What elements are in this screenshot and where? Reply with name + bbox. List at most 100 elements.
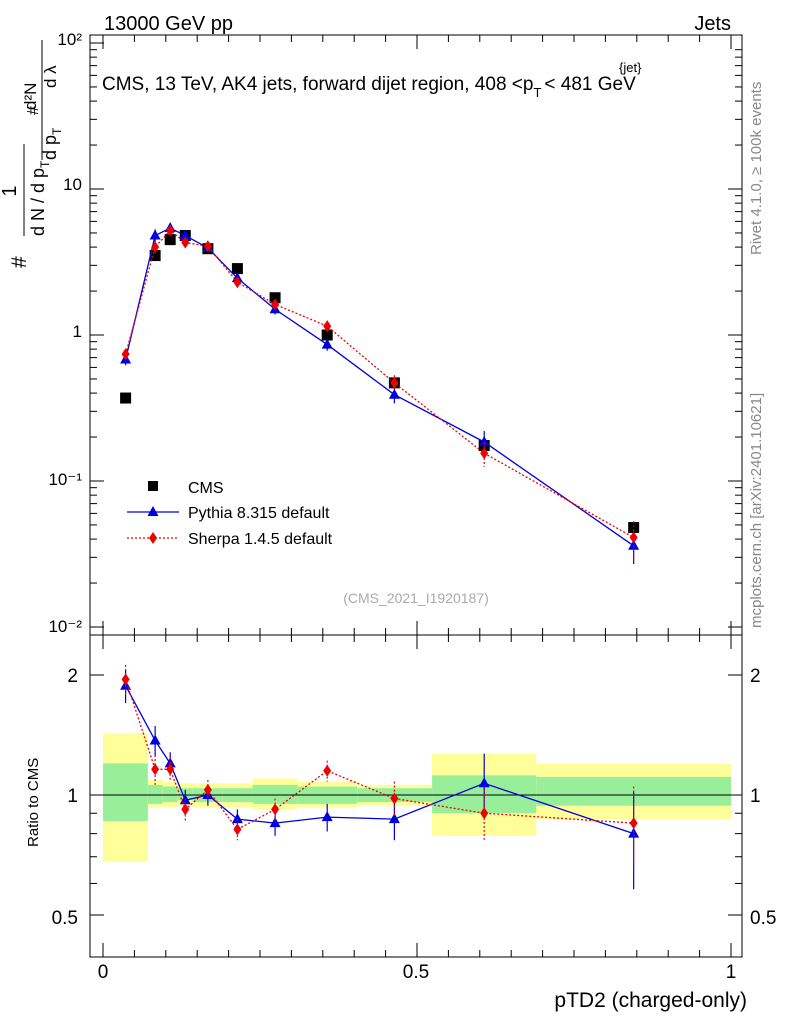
sherpa-ratio-line	[124, 679, 634, 831]
ylabel-dlambda: d λ	[41, 65, 60, 88]
ratio-tick-label-0-5-right: 0.5	[750, 908, 776, 929]
ratio-band-inner	[103, 763, 148, 822]
cms-point	[120, 392, 132, 404]
main-tick-label-1e-2: 10⁻²	[48, 617, 82, 636]
sherpa-point	[271, 298, 280, 311]
ratio-band-inner	[162, 786, 178, 803]
ratio-tick-label-2-right: 2	[750, 666, 761, 687]
pythia-ratio-point	[231, 813, 243, 824]
sherpa-ratio-point	[203, 783, 212, 796]
sherpa-ratio-point	[166, 763, 175, 776]
ylabel-hash2: #	[25, 106, 42, 115]
sherpa-ratio-point	[271, 803, 280, 816]
sherpa-ratio-point	[151, 763, 160, 776]
pythia-ratio-point	[269, 817, 281, 828]
cms-point	[269, 292, 281, 304]
ratio-y-axis-label: Ratio to CMS	[25, 758, 42, 847]
ylabel-d2n: d²N	[21, 83, 40, 110]
x-tick-label-0: 0	[98, 962, 109, 983]
ylabel-denom-dn: d N / d p	[28, 168, 48, 236]
sherpa-point	[390, 376, 399, 389]
title-suffix: < 481 GeV	[544, 74, 636, 95]
pythia-point	[321, 338, 333, 349]
pythia-point	[179, 229, 191, 240]
main-y-axis-label: # 1 d N / d pT # d pT d²N d λ	[0, 40, 64, 268]
legend-marker-cms	[148, 481, 158, 491]
title-p: p	[523, 74, 534, 95]
title-prefix: CMS, 13 TeV, AK4 jets, forward dijet reg…	[102, 74, 523, 95]
sherpa-ratio-point	[323, 764, 332, 777]
cms-point	[149, 250, 161, 262]
pythia-point	[478, 435, 490, 446]
ratio-tick-labels: 0.5 1 2 0.5 1 2	[52, 666, 777, 929]
svg-text:d N / d pT: d N / d pT	[28, 160, 52, 236]
ratio-data-layer	[120, 664, 640, 890]
pythia-ratio-point	[388, 813, 400, 824]
legend-label-sherpa: Sherpa 1.4.5 default	[188, 531, 333, 548]
ylabel-denom-t: T	[38, 160, 52, 168]
ylabel-dp-t: T	[50, 127, 64, 135]
sherpa-line	[124, 229, 634, 539]
main-tick-label-1: 1	[73, 322, 82, 341]
sherpa-point	[233, 276, 242, 289]
main-panel: 10⁻² 10⁻¹ 1 10 10² CMS, 13 TeV, AK4 jets…	[0, 30, 743, 636]
sherpa-point	[151, 241, 160, 254]
ylabel-dp: d p	[40, 135, 60, 160]
main-tick-label-100: 10²	[57, 30, 82, 49]
ratio-panel: 0.5 1 2 0.5 1 2 Ratio to CMS 0 0.5 1 pTD…	[25, 634, 777, 1012]
header-energy: 13000 GeV pp	[104, 13, 233, 35]
svg-text:CMS, 13 TeV, AK4 jets, forward: CMS, 13 TeV, AK4 jets, forward dijet reg…	[102, 74, 636, 100]
ylabel-one: 1	[0, 185, 21, 196]
ratio-tick-label-1-left: 1	[67, 786, 78, 807]
main-tick-label-10: 10	[63, 175, 82, 194]
sherpa-ratio-point	[629, 817, 638, 830]
rivet-version-label: Rivet 4.1.0, ≥ 100k events	[748, 82, 765, 255]
sherpa-ratio-point	[480, 807, 489, 820]
x-tick-label-0-5: 0.5	[403, 962, 429, 983]
ratio-panel-frame	[89, 634, 743, 958]
pythia-point	[149, 229, 161, 240]
legend-marker-sherpa	[149, 532, 157, 544]
ratio-band-inner	[147, 784, 163, 804]
header-category: Jets	[694, 13, 731, 35]
plot-title: CMS, 13 TeV, AK4 jets, forward dijet reg…	[102, 60, 642, 100]
svg-text:d pT: d pT	[40, 127, 64, 160]
cms-point	[231, 263, 243, 275]
sherpa-ratio-point	[181, 803, 190, 816]
cms-point	[628, 522, 640, 534]
sherpa-ratio-point	[121, 673, 130, 686]
x-axis-label: pTD2 (charged-only)	[554, 989, 747, 1012]
pythia-ratio-point	[628, 827, 640, 838]
title-sup: {jet}	[619, 60, 642, 75]
pythia-point	[628, 539, 640, 550]
pythia-ratio-point	[478, 777, 490, 788]
main-data-layer	[120, 222, 640, 565]
sherpa-point	[166, 224, 175, 237]
ratio-axis-ticks	[90, 635, 742, 957]
ratio-tick-label-1-right: 1	[750, 786, 761, 807]
x-tick-label-1: 1	[726, 962, 737, 983]
pythia-ratio-point	[321, 811, 333, 822]
mcplots-label: mcplots.cern.ch [arXiv:2401.10621]	[748, 393, 765, 628]
sherpa-ratio-point	[390, 792, 399, 805]
sherpa-point	[629, 531, 638, 544]
cms-point	[321, 329, 333, 341]
sherpa-point	[203, 240, 212, 253]
svg-text:#: #	[8, 256, 31, 268]
pythia-ratio-point	[149, 734, 161, 745]
main-axis-tick-labels: 10⁻² 10⁻¹ 1 10 10²	[48, 30, 82, 636]
legend: CMS Pythia 8.315 default Sherpa 1.4.5 de…	[127, 480, 333, 548]
ylabel-hash1: #	[8, 256, 31, 268]
analysis-watermark: (CMS_2021_I1920187)	[343, 590, 489, 606]
title-sub: T	[533, 85, 541, 100]
main-axis-ticks	[90, 35, 742, 635]
cms-point	[164, 234, 176, 246]
sherpa-point	[480, 447, 489, 460]
x-axis-tick-labels: 0 0.5 1	[98, 962, 737, 983]
ratio-tick-label-2-left: 2	[67, 666, 78, 687]
ratio-band-inner	[252, 784, 298, 804]
sherpa-point	[323, 320, 332, 333]
sherpa-point	[181, 236, 190, 249]
main-tick-label-1e-1: 10⁻¹	[48, 470, 82, 489]
